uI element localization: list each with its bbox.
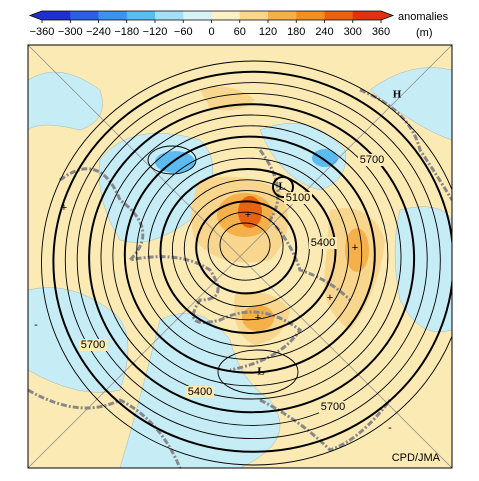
credit: CPD/JMA	[392, 452, 441, 464]
contour	[272, 176, 294, 198]
colorbar-segment	[268, 11, 297, 20]
low-label: L	[257, 366, 264, 378]
plus-marker: +	[245, 209, 251, 221]
contour	[148, 157, 350, 347]
contour	[64, 82, 441, 440]
colorbar-segment	[98, 11, 128, 20]
contour	[159, 168, 337, 334]
contour-label-bg	[186, 386, 214, 398]
contour	[207, 211, 284, 281]
contour-label-bg	[309, 237, 337, 249]
contour	[171, 179, 323, 321]
contour	[88, 103, 416, 414]
colorbar-tick-label: −60	[174, 26, 193, 38]
contour-label-bg	[284, 192, 312, 204]
map	[28, 45, 452, 468]
plus-marker: +	[255, 312, 261, 324]
contour	[76, 92, 428, 426]
contour-label-bg	[319, 401, 347, 413]
colorbar-segment	[352, 11, 382, 20]
contour	[219, 222, 271, 268]
plus-marker: +	[352, 242, 358, 254]
plus-marker: +	[327, 292, 333, 304]
colorbar-tick-label: 300	[344, 26, 362, 38]
minus-marker: -	[34, 319, 38, 331]
contour-label-bg	[79, 339, 107, 351]
colorbar-segment	[239, 11, 269, 20]
contour-label-bg	[358, 154, 386, 166]
colorbar: −360 −300 −240 −180 −120 −60 0 60 120 180 240 300 36…	[28, 10, 395, 38]
low-label: L	[278, 181, 285, 193]
extrema-markers: + + + + + - -	[34, 202, 392, 434]
contour	[112, 125, 389, 387]
colorbar-tick-label: −360	[30, 26, 55, 38]
map-frame	[27, 44, 453, 469]
colorbar-segment	[211, 11, 241, 20]
colorbar-tick-label: 0	[208, 26, 214, 38]
contour-label: 5700	[360, 154, 384, 166]
colorbar-tick-label: −120	[143, 26, 168, 38]
height-contours	[41, 60, 452, 466]
colorbar-segment	[42, 11, 71, 20]
contour-label: 5700	[321, 401, 345, 413]
colorbar-tick-label: −240	[86, 26, 111, 38]
colorbar-end	[30, 11, 42, 20]
colorbar-tick-label: 120	[259, 26, 277, 38]
colorbar-segment	[183, 11, 212, 20]
colorbar-end	[381, 11, 393, 20]
colorbar-tick-label: 240	[315, 26, 333, 38]
colorbar-tick-label: 60	[234, 26, 246, 38]
high-label: H	[393, 89, 402, 101]
colorbar-tick-label: −300	[58, 26, 83, 38]
contour	[52, 70, 452, 453]
colorbar-tick-label: 360	[372, 26, 390, 38]
contour	[136, 146, 363, 360]
contour	[100, 114, 402, 400]
contour-label: 5400	[188, 386, 212, 398]
colorbar-segment	[324, 11, 354, 20]
colorbar-unit: (m)	[416, 27, 433, 39]
colorbar-segment	[155, 11, 184, 20]
contour-label: 5400	[311, 237, 335, 249]
minus-marker: -	[388, 422, 392, 434]
colorbar-tick-label: 180	[287, 26, 305, 38]
contour	[217, 349, 299, 395]
contour-label: 5700	[81, 339, 105, 351]
colorbar-segment	[296, 11, 325, 20]
contour	[195, 200, 298, 295]
colorbar-segment	[126, 11, 156, 20]
contour-label: 5100	[286, 192, 310, 204]
plus-marker: +	[61, 202, 67, 214]
colorbar-segment	[70, 11, 99, 20]
map-labels: 5700 5700 5700 5400 5400 5100 H L L CPD/JMA	[79, 89, 441, 464]
contour	[41, 60, 452, 466]
colorbar-title: anomalies	[398, 11, 449, 23]
contour	[147, 145, 197, 175]
colorbar-tick-label: −180	[114, 26, 139, 38]
contour	[123, 135, 376, 374]
